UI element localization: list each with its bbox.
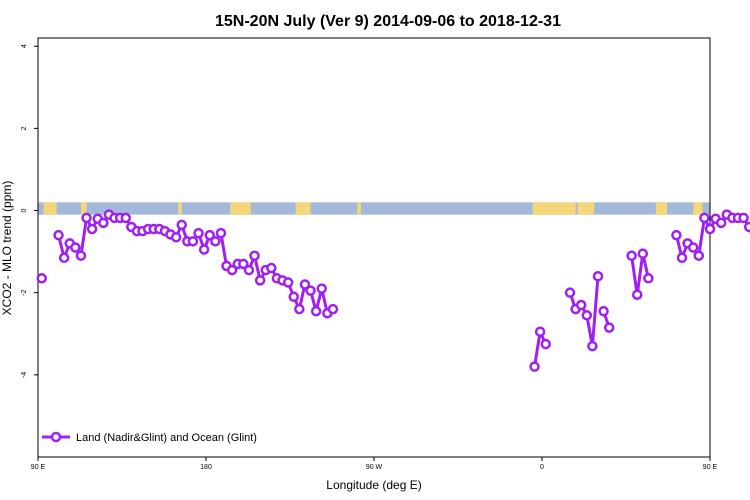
data-point	[215, 227, 227, 239]
data-point	[738, 212, 749, 224]
data-point	[170, 231, 182, 243]
data-point	[176, 219, 187, 231]
x-tick-label: 90 W	[366, 464, 383, 471]
x-axis-label: Longitude (deg E)	[326, 478, 421, 492]
data-point	[704, 223, 716, 235]
data-point	[581, 310, 593, 321]
data-point	[598, 305, 609, 317]
data-point	[564, 287, 576, 298]
data-point	[81, 212, 92, 224]
data-point	[540, 338, 551, 350]
land-patch	[295, 202, 311, 215]
legend-marker-swatch	[50, 431, 62, 443]
data-point	[575, 299, 587, 311]
data-point	[58, 252, 70, 264]
data-point	[699, 212, 710, 224]
data-point	[676, 252, 688, 264]
land-patch	[577, 202, 595, 215]
data-point	[327, 303, 339, 315]
land-patch	[655, 202, 668, 215]
y-tick-label: 0	[21, 208, 28, 212]
data-point	[210, 236, 221, 247]
data-point	[587, 340, 598, 352]
data-point	[36, 273, 47, 284]
data-point	[592, 271, 604, 282]
data-point	[53, 229, 64, 241]
data-point	[693, 250, 705, 261]
x-tick-label: 180	[200, 464, 212, 471]
data-point	[249, 250, 260, 261]
chart-title: 15N-20N July (Ver 9) 2014-09-06 to 2018-…	[215, 13, 561, 30]
y-tick-label: 4	[21, 44, 28, 48]
data-point	[626, 250, 637, 261]
land-patch	[693, 202, 703, 215]
y-tick-label: 2	[21, 126, 28, 130]
data-point	[288, 291, 299, 303]
data-point	[603, 322, 615, 333]
y-axis: 4 2 0 -2 -4	[21, 44, 38, 378]
data-point	[316, 283, 327, 294]
data-point	[305, 285, 316, 296]
series-layer	[36, 209, 750, 372]
data-point	[529, 361, 540, 372]
land-patch	[532, 202, 576, 215]
land-patch	[80, 202, 87, 215]
land-ocean-band	[38, 202, 710, 215]
data-point	[98, 217, 109, 229]
data-point	[631, 289, 643, 300]
x-tick-label: 90 E	[703, 464, 718, 471]
data-point	[687, 242, 699, 253]
x-tick-label: 90 E	[31, 464, 46, 471]
data-point	[120, 212, 131, 224]
x-axis: 90 E 180 90 W 0 90 E	[31, 457, 718, 471]
data-point	[193, 227, 204, 239]
land-patch	[178, 202, 182, 215]
data-point	[310, 305, 322, 317]
data-point	[75, 250, 87, 261]
data-point	[637, 248, 649, 259]
data-point	[86, 223, 98, 235]
plot-frame	[37, 37, 711, 458]
series-line	[630, 252, 650, 297]
data-point	[226, 264, 238, 276]
data-point	[294, 303, 305, 315]
data-point	[282, 277, 294, 288]
y-tick-label: -2	[21, 289, 28, 295]
data-point	[254, 275, 266, 286]
data-point	[198, 244, 210, 255]
y-axis-label: XCO2 - MLO trend (ppm)	[0, 181, 14, 316]
data-point	[715, 217, 727, 229]
data-point	[643, 273, 654, 284]
data-point	[238, 258, 249, 270]
legend: Land (Nadir&Glint) and Ocean (Glint)	[42, 431, 257, 444]
land-patch	[230, 202, 251, 215]
data-point	[534, 326, 546, 337]
data-point	[70, 242, 81, 253]
land-patch	[43, 202, 57, 215]
data-point	[299, 279, 311, 290]
legend-label: Land (Nadir&Glint) and Ocean (Glint)	[76, 432, 257, 444]
data-point	[243, 264, 255, 276]
data-point	[204, 229, 215, 241]
data-point	[187, 236, 199, 247]
land-patch	[357, 202, 361, 215]
y-tick-label: -4	[21, 372, 28, 378]
data-point	[743, 221, 750, 233]
data-point	[266, 262, 277, 274]
data-point	[671, 229, 682, 241]
x-tick-label: 0	[540, 464, 544, 471]
ocean-band	[38, 202, 710, 215]
